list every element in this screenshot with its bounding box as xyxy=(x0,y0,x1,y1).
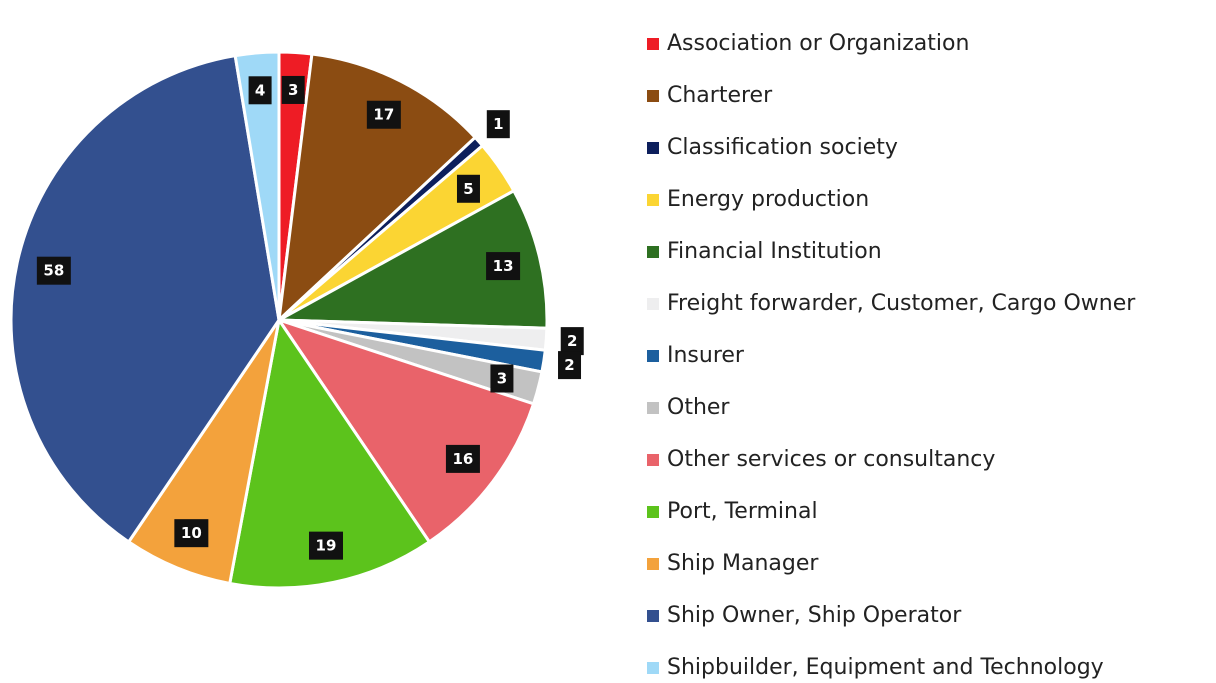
value-label-text: 3 xyxy=(288,81,298,99)
pie-slice xyxy=(273,188,549,330)
legend-swatch xyxy=(647,350,659,362)
legend-swatch xyxy=(647,402,659,414)
value-label-text: 1 xyxy=(493,115,503,133)
value-label-text: 4 xyxy=(255,81,265,99)
legend-swatch xyxy=(647,454,659,466)
value-label-text: 58 xyxy=(43,262,64,280)
pie-slice xyxy=(9,53,281,544)
value-label: 13 xyxy=(486,252,521,281)
value-label-box xyxy=(456,174,480,203)
value-label-box xyxy=(174,519,209,548)
value-label: 2 xyxy=(560,327,584,356)
legend-swatch xyxy=(647,90,659,102)
value-label-text: 13 xyxy=(493,257,514,275)
legend-label: Financial Institution xyxy=(667,239,882,264)
value-label-box xyxy=(36,256,71,285)
legend-swatch xyxy=(647,246,659,258)
legend-swatch xyxy=(647,142,659,154)
legend-label: Insurer xyxy=(667,343,745,368)
legend-swatch xyxy=(647,558,659,570)
value-label-box xyxy=(486,252,521,281)
value-label: 2 xyxy=(558,351,582,380)
legend-label: Classification society xyxy=(667,135,898,160)
legend-label: Freight forwarder, Customer, Cargo Owner xyxy=(667,291,1136,316)
value-label-text: 10 xyxy=(181,524,202,542)
value-label-text: 17 xyxy=(373,106,394,124)
legend-label: Ship Owner, Ship Operator xyxy=(667,603,962,628)
legend-label: Shipbuilder, Equipment and Technology xyxy=(667,655,1104,680)
legend-label: Association or Organization xyxy=(667,31,969,56)
value-label: 3 xyxy=(490,364,514,393)
legend-label: Other services or consultancy xyxy=(667,447,995,472)
value-label: 19 xyxy=(308,531,343,560)
value-label-text: 2 xyxy=(567,332,577,350)
legend-swatch xyxy=(647,194,659,206)
legend-swatch xyxy=(647,662,659,674)
value-label-text: 3 xyxy=(497,370,507,388)
value-label-text: 19 xyxy=(316,537,337,555)
value-label: 3 xyxy=(281,75,305,104)
value-label-box xyxy=(490,364,514,393)
value-label-box xyxy=(445,444,480,473)
value-label-text: 2 xyxy=(564,356,574,374)
value-label: 10 xyxy=(174,519,209,548)
value-label-text: 5 xyxy=(463,180,473,198)
legend-swatch xyxy=(647,506,659,518)
pie-slice xyxy=(233,50,281,321)
pie-slice xyxy=(126,319,281,586)
value-label: 4 xyxy=(248,76,272,105)
value-label: 5 xyxy=(456,174,480,203)
pie-slice xyxy=(228,316,432,590)
legend-label: Port, Terminal xyxy=(667,499,818,524)
legend-swatch xyxy=(647,298,659,310)
value-label-box xyxy=(248,76,272,105)
value-label: 17 xyxy=(366,100,401,129)
value-label-box xyxy=(366,100,401,129)
legend-swatch xyxy=(647,38,659,50)
pie-slice xyxy=(277,52,478,324)
value-label-box xyxy=(560,327,584,356)
value-label: 1 xyxy=(486,110,510,139)
value-label-box xyxy=(558,351,582,380)
legend-label: Other xyxy=(667,395,730,420)
value-label-text: 16 xyxy=(452,450,473,468)
legend-label: Energy production xyxy=(667,187,869,212)
value-label: 16 xyxy=(445,444,480,473)
value-label-box xyxy=(486,110,510,139)
legend-label: Charterer xyxy=(667,83,773,108)
legend-label: Ship Manager xyxy=(667,551,819,576)
value-label-box xyxy=(281,75,305,104)
value-label: 58 xyxy=(36,256,71,285)
pie-slice xyxy=(275,317,536,544)
legend-swatch xyxy=(647,610,659,622)
value-label-box xyxy=(308,531,343,560)
